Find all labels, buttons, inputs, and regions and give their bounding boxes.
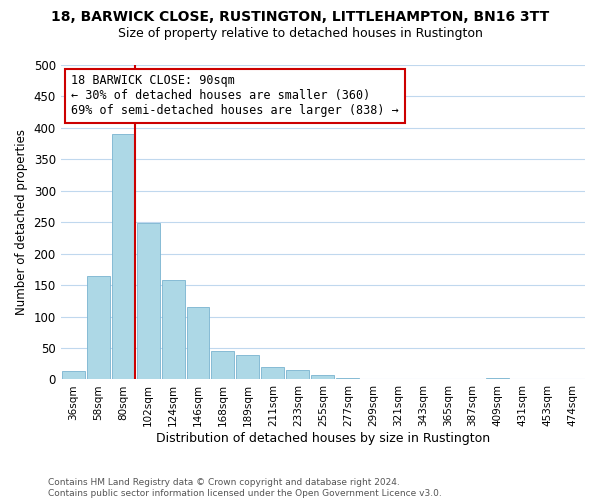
Text: 18, BARWICK CLOSE, RUSTINGTON, LITTLEHAMPTON, BN16 3TT: 18, BARWICK CLOSE, RUSTINGTON, LITTLEHAM…	[51, 10, 549, 24]
Bar	[236, 355, 259, 380]
Bar	[137, 224, 160, 380]
X-axis label: Distribution of detached houses by size in Rustington: Distribution of detached houses by size …	[156, 432, 490, 445]
Y-axis label: Number of detached properties: Number of detached properties	[15, 129, 28, 315]
Bar	[62, 370, 85, 380]
Bar	[112, 134, 134, 380]
Bar	[361, 379, 384, 380]
Bar	[211, 351, 235, 380]
Bar	[262, 367, 284, 380]
Bar	[161, 280, 185, 380]
Text: Contains HM Land Registry data © Crown copyright and database right 2024.
Contai: Contains HM Land Registry data © Crown c…	[48, 478, 442, 498]
Bar	[561, 379, 584, 380]
Bar	[511, 379, 534, 380]
Bar	[187, 307, 209, 380]
Text: Size of property relative to detached houses in Rustington: Size of property relative to detached ho…	[118, 28, 482, 40]
Bar	[86, 276, 110, 380]
Bar	[311, 375, 334, 380]
Text: 18 BARWICK CLOSE: 90sqm
← 30% of detached houses are smaller (360)
69% of semi-d: 18 BARWICK CLOSE: 90sqm ← 30% of detache…	[71, 74, 399, 118]
Bar	[337, 378, 359, 380]
Bar	[486, 378, 509, 380]
Bar	[286, 370, 310, 380]
